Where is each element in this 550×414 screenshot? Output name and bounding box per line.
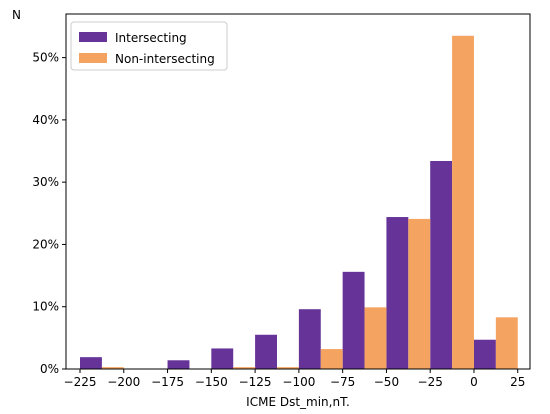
bar-intersecting-2	[167, 360, 190, 369]
bar-intersecting-4	[255, 334, 277, 369]
x-tick-label: −75	[330, 375, 355, 389]
bar-intersecting-6	[342, 271, 365, 369]
bar-non-intersecting-4	[276, 367, 299, 369]
legend-box	[70, 21, 228, 71]
bar-non-intersecting-5	[320, 349, 343, 369]
bar-intersecting-8	[430, 160, 453, 369]
bar-intersecting-0	[80, 357, 102, 369]
bar-intersecting-3	[211, 348, 234, 369]
x-tick-label: −50	[374, 375, 399, 389]
y-axis: 0% 10% 20% 30% 40% 50%	[32, 51, 66, 376]
bars-layer	[80, 35, 518, 370]
y-tick-label: 10%	[32, 300, 59, 314]
legend-swatch	[79, 32, 107, 42]
legend: Intersecting Non-intersecting	[70, 21, 228, 71]
x-tick-label: −225	[64, 375, 97, 389]
bar-non-intersecting-7	[408, 218, 431, 369]
y-tick-label: 0%	[40, 362, 59, 376]
bar-non-intersecting-6	[364, 307, 387, 369]
y-axis-label: N	[12, 8, 21, 22]
bar-non-intersecting-3	[233, 367, 256, 369]
bar-intersecting-9	[473, 339, 496, 369]
bar-non-intersecting-8	[452, 35, 474, 370]
x-axis: −225 −200 −175 −150 −125 −100 −75 −50 −25 0 25	[64, 369, 525, 389]
bar-non-intersecting-9	[495, 317, 518, 369]
y-tick-label: 30%	[32, 175, 59, 189]
plot-frame	[65, 13, 531, 370]
y-tick-label: 50%	[32, 51, 59, 65]
legend-swatch	[79, 53, 107, 63]
x-tick-label: −25	[418, 375, 443, 389]
x-tick-label: −125	[239, 375, 272, 389]
bar-non-intersecting-0	[101, 367, 124, 369]
bar-intersecting-7	[386, 217, 409, 369]
y-tick-label: 40%	[32, 113, 59, 127]
x-tick-label: 0	[470, 375, 478, 389]
bar-intersecting-5	[298, 309, 321, 369]
x-tick-label: 25	[510, 375, 525, 389]
x-tick-label: −150	[195, 375, 228, 389]
x-tick-label: −100	[282, 375, 315, 389]
legend-label: Intersecting	[115, 31, 187, 45]
legend-label: Non-intersecting	[115, 52, 215, 66]
x-tick-label: −175	[151, 375, 184, 389]
x-axis-label: ICME Dst_min,nT.	[246, 395, 350, 409]
y-tick-label: 20%	[32, 237, 59, 251]
x-tick-label: −200	[107, 375, 140, 389]
